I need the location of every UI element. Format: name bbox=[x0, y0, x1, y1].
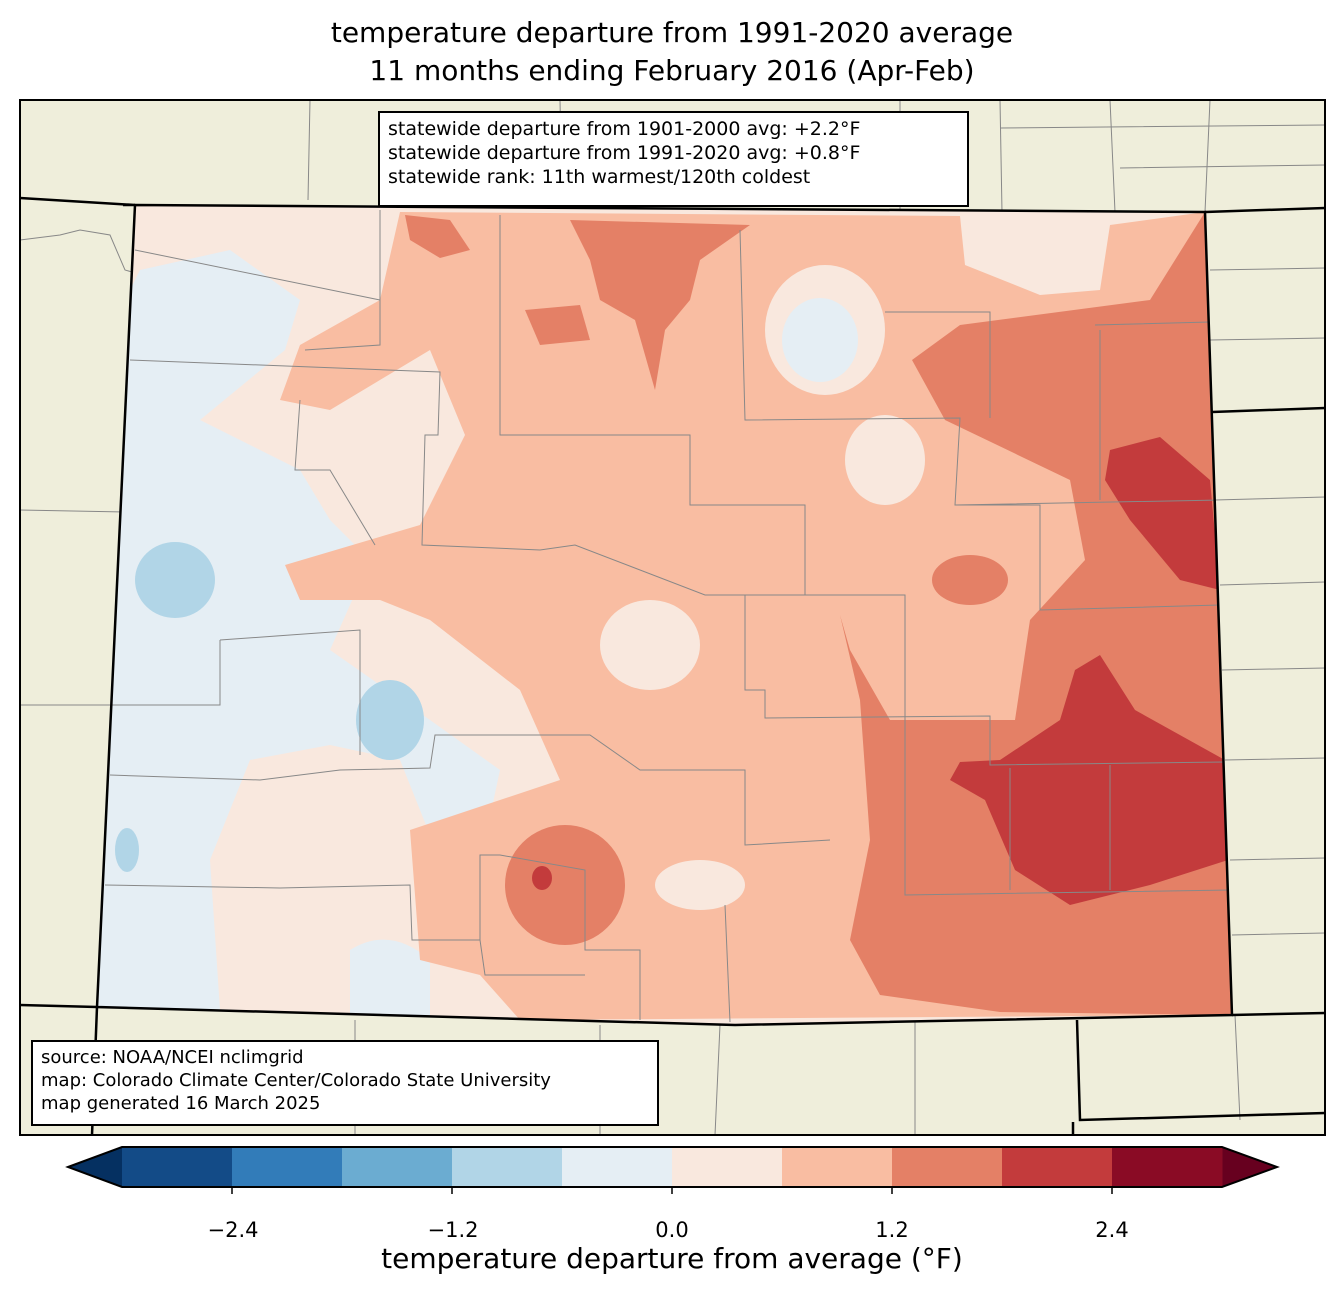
contour-1.2-1.8-north2 bbox=[525, 305, 590, 345]
credits-source: source: NOAA/NCEI nclimgrid bbox=[41, 1047, 304, 1068]
contour-1.2-1.8-northwest bbox=[405, 215, 470, 258]
colorbar-segment bbox=[1112, 1147, 1223, 1187]
contour-1.2-1.8-north bbox=[570, 220, 750, 390]
contour-neg1.2-neg0.6-southwest bbox=[115, 828, 139, 872]
contour-0-0.6-south bbox=[655, 860, 745, 910]
county-lines bbox=[104, 210, 1231, 1023]
statewide-stats-box: statewide departure from 1901-2000 avg: … bbox=[378, 111, 969, 207]
contour-neg0.6-0 bbox=[97, 250, 500, 1010]
contour-neg0.6-0-south bbox=[350, 939, 430, 1015]
contour-0-0.6-central bbox=[600, 600, 700, 690]
credits-box: source: NOAA/NCEI nclimgrid map: Colorad… bbox=[31, 1040, 659, 1126]
contour-neg1.2-neg0.6-west bbox=[135, 542, 215, 618]
temperature-contours bbox=[97, 205, 1232, 1025]
colorbar bbox=[65, 1146, 1280, 1194]
contour-1.2-1.8-south bbox=[505, 825, 625, 945]
contour-1.2-1.8-plains bbox=[932, 555, 1008, 605]
map-frame bbox=[19, 99, 1326, 1136]
colorbar-segment bbox=[452, 1147, 563, 1187]
colorbar-tick-label: 2.4 bbox=[1095, 1218, 1129, 1242]
contour-neg1.2-neg0.6-central bbox=[356, 680, 424, 760]
colorbar-tick-label: −1.2 bbox=[427, 1218, 479, 1242]
colorbar-segment bbox=[232, 1147, 343, 1187]
colorbar-segment bbox=[122, 1147, 233, 1187]
colorbar-segment bbox=[782, 1147, 893, 1187]
colorbar-segment bbox=[342, 1147, 453, 1187]
colorbar-segment bbox=[1002, 1147, 1113, 1187]
colorbar-tick-label: 0.0 bbox=[655, 1218, 689, 1242]
colorbar-extend-high bbox=[1222, 1147, 1277, 1187]
credits-generated: map generated 16 March 2025 bbox=[41, 1093, 321, 1114]
contour-1.8-2.4-southeast bbox=[950, 655, 1228, 905]
stats-departure-1901-2000: statewide departure from 1901-2000 avg: … bbox=[388, 118, 861, 140]
colorbar-label: temperature departure from average (°F) bbox=[381, 1242, 963, 1275]
contour-1.8-2.4-northeast bbox=[1105, 437, 1220, 590]
contour-1.8-2.4-south bbox=[532, 866, 552, 890]
map-title-line1: temperature departure from 1991-2020 ave… bbox=[330, 16, 1014, 49]
contour-neg0.6-0-northeast bbox=[782, 298, 858, 382]
stats-rank: statewide rank: 11th warmest/120th colde… bbox=[388, 166, 811, 188]
colorbar-segment bbox=[672, 1147, 783, 1187]
map-title-line2: 11 months ending February 2016 (Apr-Feb) bbox=[369, 54, 975, 87]
colorbar-segment bbox=[892, 1147, 1003, 1187]
colorbar-extend-low bbox=[68, 1147, 122, 1187]
contour-0-0.6-plains bbox=[845, 415, 925, 505]
stats-departure-1991-2020: statewide departure from 1991-2020 avg: … bbox=[388, 142, 861, 164]
colorado-border bbox=[95, 203, 1234, 1027]
colorbar-tick-label: −2.4 bbox=[207, 1218, 259, 1242]
credits-map: map: Colorado Climate Center/Colorado St… bbox=[41, 1070, 551, 1091]
colorbar-segment bbox=[562, 1147, 673, 1187]
colorbar-outline bbox=[65, 1146, 1280, 1188]
colorbar-tick-label: 1.2 bbox=[875, 1218, 909, 1242]
